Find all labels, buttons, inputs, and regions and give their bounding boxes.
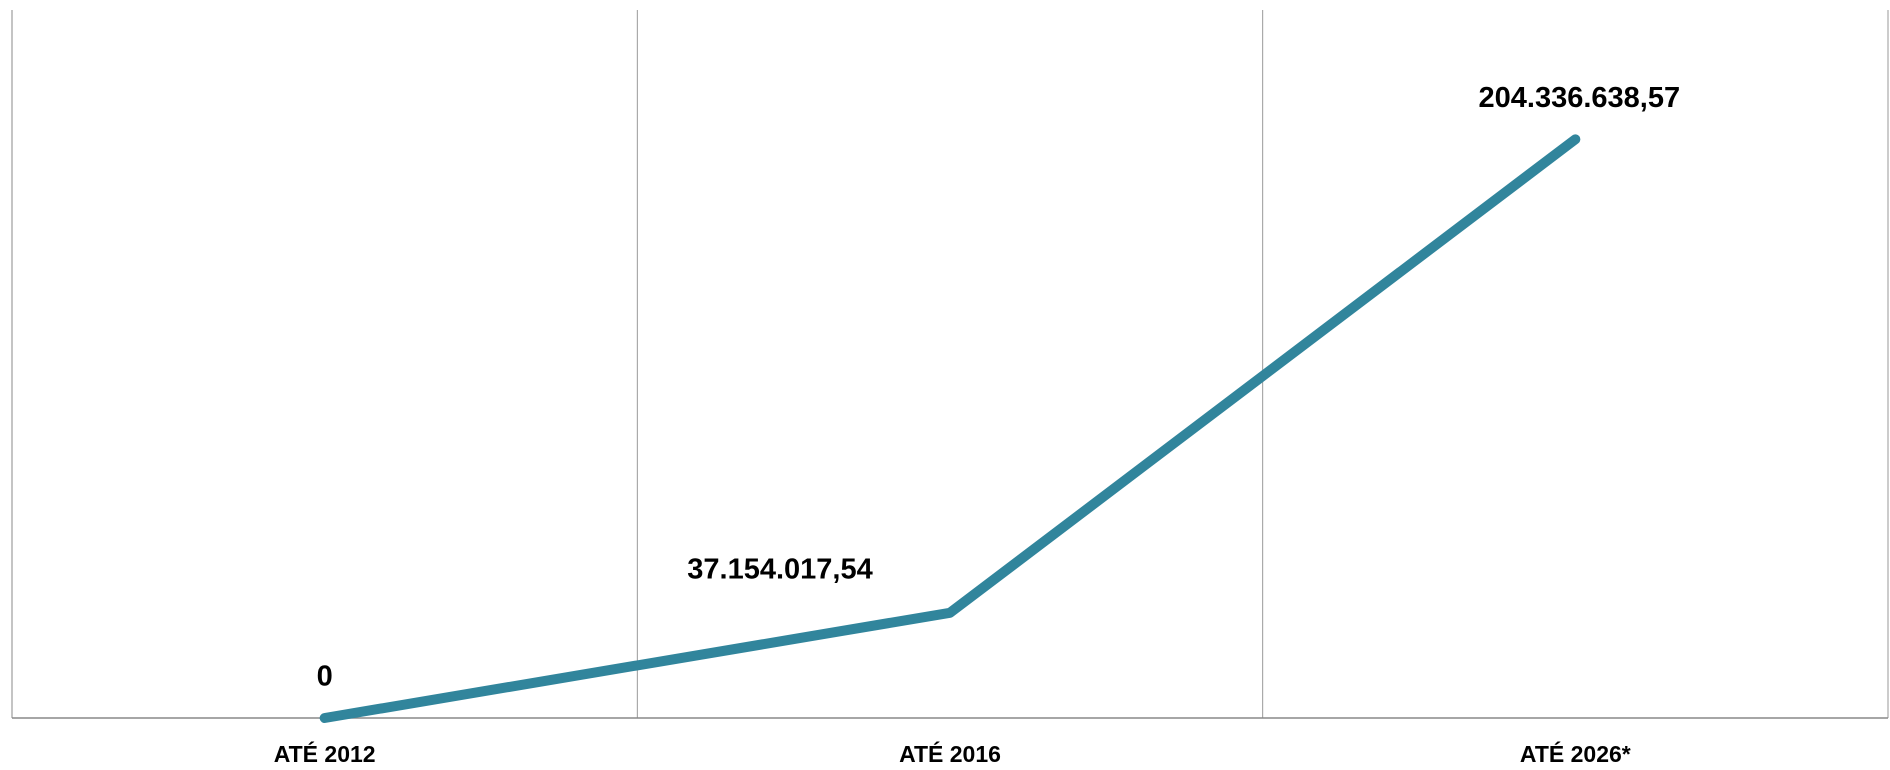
line — [319, 134, 1581, 723]
value-label: 204.336.638,57 — [1479, 82, 1681, 114]
value-label: 0 — [317, 661, 333, 693]
x-tick-label: ATÉ 2026* — [1520, 740, 1631, 767]
value-label: 37.154.017,54 — [687, 553, 872, 585]
x-tick-label: ATÉ 2012 — [274, 740, 376, 767]
x-tick-label: ATÉ 2016 — [899, 740, 1001, 767]
